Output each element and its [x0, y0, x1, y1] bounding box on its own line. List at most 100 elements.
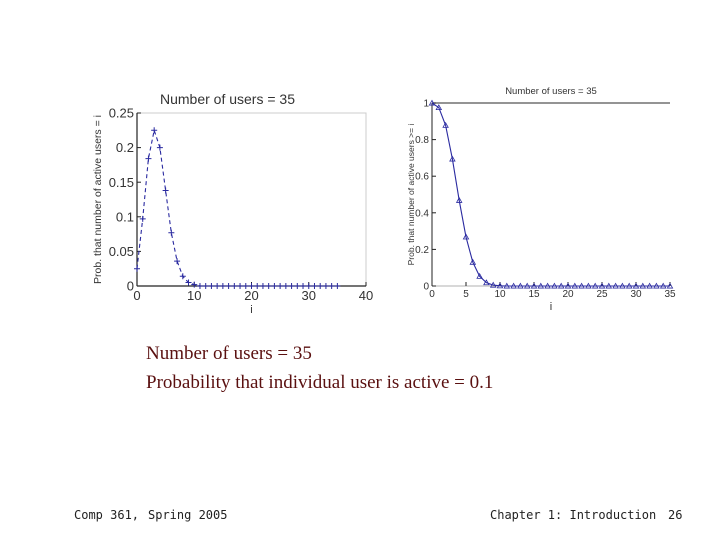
data-point-marker: [625, 282, 633, 289]
data-point-marker: [334, 283, 341, 289]
x-tick-label: 5: [463, 289, 469, 300]
data-point-marker: [265, 283, 272, 289]
data-point-marker: [259, 283, 266, 289]
data-point-marker: [455, 196, 463, 203]
data-point-marker: [271, 283, 278, 289]
data-point-marker: [139, 215, 146, 222]
data-point-marker: [646, 282, 653, 289]
caption-line-users: Number of users = 35: [146, 343, 312, 364]
data-point-marker: [544, 282, 551, 289]
data-point-marker: [659, 282, 667, 289]
data-point-marker: [248, 283, 255, 289]
data-point-marker: [162, 187, 169, 194]
data-point-marker: [517, 282, 524, 289]
data-point-marker: [288, 283, 295, 289]
data-point-marker: [619, 282, 626, 289]
data-point-marker: [237, 283, 244, 289]
y-tick-label: 0.1: [116, 209, 134, 224]
data-point-marker: [442, 121, 449, 128]
data-point-marker: [179, 273, 186, 280]
chart-title: Number of users = 35: [505, 86, 597, 97]
series-line: [431, 102, 670, 287]
data-point-marker: [185, 279, 192, 286]
data-point-marker: [510, 282, 517, 289]
y-axis-label: Prob. that number of active users = i: [92, 115, 104, 284]
data-point-marker: [557, 282, 565, 289]
data-point-marker: [214, 283, 221, 289]
y-tick-label: 0.2: [116, 140, 134, 155]
footer-course: Comp 361,: [74, 508, 140, 522]
data-point-marker: [317, 283, 324, 289]
data-point-marker: [328, 283, 335, 289]
data-point-marker: [168, 229, 175, 236]
data-point-marker: [578, 282, 585, 289]
y-tick-label: 0.25: [109, 106, 134, 121]
data-point-marker: [282, 283, 289, 289]
data-point-marker: [476, 272, 483, 279]
chart-right: Number of users = 35 0 5 10 15 20 25 30 35 0 0.2 0.…: [406, 86, 676, 313]
data-point-marker: [639, 282, 647, 289]
data-point-marker: [469, 258, 477, 265]
data-point-marker: [294, 283, 301, 289]
data-point-marker: [551, 282, 558, 289]
data-point-marker: [591, 282, 599, 289]
data-point-marker: [612, 282, 619, 289]
data-point-marker: [242, 283, 249, 289]
y-tick-label: 0.6: [415, 172, 429, 183]
chart-left: Number of users = 35 0 10 20 30 40 0 0.05 0.1 0.1…: [92, 91, 373, 316]
data-point-marker: [564, 282, 572, 289]
y-tick-label: 0.8: [415, 135, 429, 146]
data-point-marker: [208, 283, 215, 289]
x-tick-label: 35: [664, 289, 676, 300]
x-tick-label: 30: [630, 289, 642, 300]
x-tick-label: 15: [528, 289, 540, 300]
x-axis-label: i: [550, 301, 552, 313]
x-tick-label: 0: [429, 289, 435, 300]
data-point-marker: [231, 283, 238, 289]
caption-line-probability: Probability that individual user is acti…: [146, 372, 494, 393]
x-tick-label: 0: [133, 288, 140, 303]
data-point-marker: [483, 279, 490, 286]
x-tick-label: 20: [244, 288, 258, 303]
data-point-marker: [300, 283, 307, 289]
y-tick-label: 0.4: [415, 208, 429, 219]
data-point-marker: [145, 155, 152, 162]
data-point-marker: [202, 283, 209, 289]
data-point-marker: [496, 282, 504, 289]
data-point-marker: [489, 281, 497, 288]
data-point-marker: [196, 283, 203, 289]
data-point-marker: [666, 282, 674, 289]
data-point-marker: [598, 282, 606, 289]
data-point-marker: [653, 282, 660, 289]
data-point-marker: [151, 127, 158, 134]
data-point-marker: [530, 282, 538, 289]
x-tick-label: 40: [359, 288, 373, 303]
data-point-marker: [571, 282, 579, 289]
x-tick-label: 10: [494, 289, 506, 300]
data-point-marker: [305, 283, 312, 289]
data-point-marker: [191, 281, 198, 288]
x-axis-label: i: [250, 304, 252, 316]
plot-frame: [136, 112, 367, 287]
y-tick-label: 0.15: [109, 175, 134, 190]
data-point-marker: [225, 283, 232, 289]
data-point-marker: [537, 282, 545, 289]
data-point-marker: [462, 233, 470, 240]
x-tick-label: 20: [562, 289, 574, 300]
data-point-marker: [632, 282, 640, 289]
x-tick-label: 25: [596, 289, 608, 300]
series-line: [136, 128, 338, 287]
data-point-marker: [523, 282, 531, 289]
data-point-marker: [277, 283, 284, 289]
data-point-marker: [219, 283, 226, 289]
footer-chapter: Chapter 1: Introduction: [490, 508, 657, 522]
y-tick-label: 0: [423, 282, 429, 293]
data-point-marker: [254, 283, 261, 289]
footer-page-number: 26: [668, 508, 683, 522]
data-point-marker: [322, 283, 329, 289]
data-point-marker: [585, 282, 592, 289]
x-tick-label: 10: [187, 288, 201, 303]
y-tick-label: 0.05: [109, 244, 134, 259]
data-point-marker: [435, 104, 443, 111]
y-tick-label: 1: [423, 99, 429, 110]
